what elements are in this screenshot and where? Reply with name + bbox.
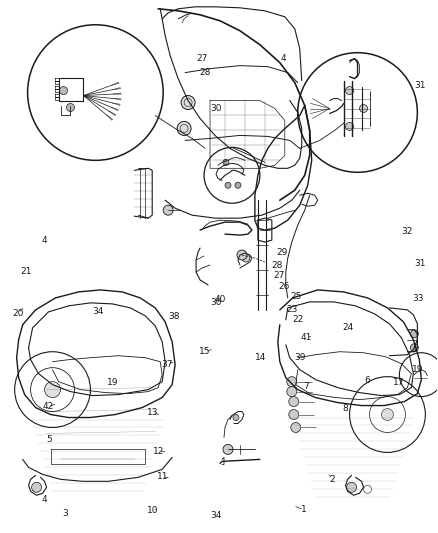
Text: 22: 22 bbox=[293, 315, 304, 324]
Text: 31: 31 bbox=[414, 82, 426, 91]
Text: 33: 33 bbox=[412, 294, 424, 303]
Text: 25: 25 bbox=[290, 292, 301, 301]
Text: 4: 4 bbox=[281, 54, 286, 63]
Text: 24: 24 bbox=[343, 322, 354, 332]
Circle shape bbox=[242, 254, 250, 262]
Text: 42: 42 bbox=[42, 402, 53, 411]
Circle shape bbox=[410, 330, 418, 338]
Text: 10: 10 bbox=[147, 506, 159, 515]
Circle shape bbox=[60, 86, 67, 94]
Text: 17: 17 bbox=[393, 378, 405, 387]
Text: 30: 30 bbox=[211, 298, 222, 307]
Circle shape bbox=[223, 445, 233, 455]
Text: 4: 4 bbox=[42, 237, 47, 246]
Text: 12: 12 bbox=[153, 447, 164, 456]
Circle shape bbox=[287, 386, 297, 397]
Text: 5: 5 bbox=[47, 435, 53, 444]
Circle shape bbox=[360, 104, 367, 112]
Text: 38: 38 bbox=[168, 312, 179, 321]
Text: 32: 32 bbox=[401, 227, 413, 236]
Text: 19: 19 bbox=[412, 365, 424, 374]
Text: 4: 4 bbox=[42, 495, 47, 504]
Circle shape bbox=[289, 409, 299, 419]
Circle shape bbox=[287, 377, 297, 386]
Circle shape bbox=[177, 122, 191, 135]
Circle shape bbox=[346, 123, 353, 131]
Text: 7: 7 bbox=[304, 382, 309, 391]
Circle shape bbox=[381, 409, 393, 421]
Circle shape bbox=[346, 482, 357, 492]
Circle shape bbox=[237, 250, 247, 260]
Text: 30: 30 bbox=[211, 104, 222, 112]
Text: 1: 1 bbox=[301, 505, 307, 514]
Text: 15: 15 bbox=[199, 347, 211, 356]
Text: 29: 29 bbox=[276, 248, 288, 257]
Text: 28: 28 bbox=[199, 68, 211, 77]
Text: 8: 8 bbox=[343, 405, 349, 414]
Text: 34: 34 bbox=[92, 306, 103, 316]
Circle shape bbox=[223, 159, 229, 165]
Text: 26: 26 bbox=[278, 282, 290, 291]
Circle shape bbox=[67, 103, 74, 111]
Circle shape bbox=[410, 344, 418, 352]
Text: 23: 23 bbox=[286, 304, 298, 313]
Text: 41: 41 bbox=[300, 333, 312, 342]
Text: 27: 27 bbox=[274, 271, 285, 279]
Circle shape bbox=[45, 382, 60, 398]
Circle shape bbox=[291, 423, 301, 432]
Circle shape bbox=[289, 397, 299, 407]
Text: 3: 3 bbox=[63, 509, 68, 518]
Text: 28: 28 bbox=[272, 261, 283, 270]
Text: 40: 40 bbox=[215, 295, 226, 304]
Text: 21: 21 bbox=[20, 268, 32, 276]
Text: 34: 34 bbox=[210, 511, 221, 520]
Circle shape bbox=[225, 182, 231, 188]
Text: 19: 19 bbox=[107, 378, 118, 387]
Circle shape bbox=[181, 95, 195, 109]
Text: 39: 39 bbox=[294, 353, 306, 362]
Text: 37: 37 bbox=[162, 360, 173, 369]
Text: 13: 13 bbox=[147, 408, 159, 417]
Text: 27: 27 bbox=[197, 54, 208, 63]
Circle shape bbox=[233, 415, 239, 421]
Text: 14: 14 bbox=[255, 353, 267, 362]
Circle shape bbox=[32, 482, 42, 492]
Text: 2: 2 bbox=[330, 474, 336, 483]
Text: 20: 20 bbox=[12, 309, 24, 318]
Text: 31: 31 bbox=[414, 259, 426, 268]
Circle shape bbox=[163, 205, 173, 215]
Circle shape bbox=[235, 182, 241, 188]
Text: 6: 6 bbox=[364, 376, 370, 385]
Text: 11: 11 bbox=[156, 472, 168, 481]
Circle shape bbox=[346, 86, 353, 94]
